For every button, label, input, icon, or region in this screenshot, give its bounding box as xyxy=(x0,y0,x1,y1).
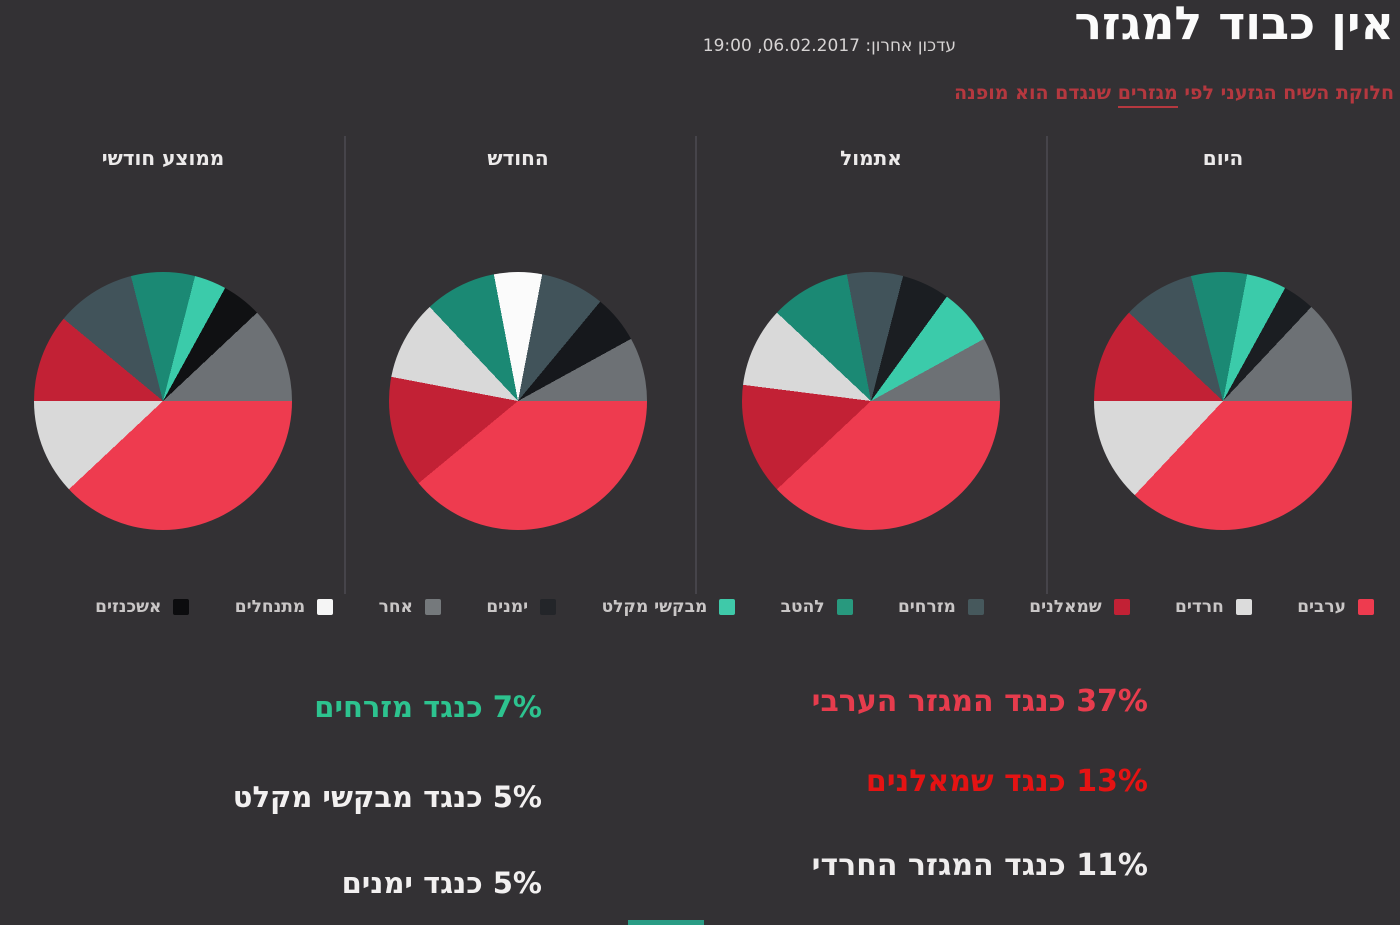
pie-chart-today xyxy=(1094,272,1352,530)
column-header-today: היום xyxy=(1202,146,1244,170)
legend-swatch xyxy=(1358,599,1374,615)
annotation-asylum-seekers: 5% כנגד מבקשי מקלט xyxy=(232,780,542,814)
pie-chart-monthly-average xyxy=(34,272,292,530)
legend-item: אשכנזים xyxy=(95,597,190,617)
legend-label: ימנים xyxy=(486,597,529,617)
annotation-mizrahim: 7% כנגד מזרחים xyxy=(314,690,542,724)
legend-swatch xyxy=(317,599,334,615)
legend-swatch xyxy=(836,599,853,615)
column-divider xyxy=(1046,136,1048,594)
column-header-this-month: החודש xyxy=(487,146,549,170)
legend-swatch xyxy=(719,599,736,615)
legend-swatch xyxy=(173,599,190,615)
legend-item: ימנים xyxy=(486,597,557,617)
column-header-monthly-average: ממוצע חודשי xyxy=(101,146,225,170)
subtitle: חלוקת השיח הגזעני לפי מגזרים שנגדם הוא מ… xyxy=(954,82,1394,108)
annotation-rightwing: 5% כנגד ימנים xyxy=(341,866,542,900)
legend-swatch xyxy=(1235,599,1252,615)
column-header-yesterday: אתמול xyxy=(840,146,902,170)
legend-label: אשכנזים xyxy=(95,597,162,617)
legend-item: חרדים xyxy=(1175,597,1252,617)
legend-swatch xyxy=(424,599,441,615)
pie-chart-this-month xyxy=(389,272,647,530)
cutoff-teal-marker xyxy=(628,920,704,925)
legend-label: להטב xyxy=(780,597,825,617)
pie-chart-yesterday xyxy=(742,272,1000,530)
legend-item: שמאלנים xyxy=(1029,597,1130,617)
legend-label: מזרחים xyxy=(897,597,956,617)
annotation-arab-sector: 37% כנגד המגזר הערבי xyxy=(811,684,1148,719)
subtitle-text-prefix: חלוקת השיח הגזעני לפי xyxy=(1177,82,1394,104)
column-divider xyxy=(695,136,697,594)
legend-label: מתנחלים xyxy=(234,597,306,617)
subtitle-sectors-link[interactable]: מגזרים xyxy=(1117,82,1178,108)
legend-item: אחר xyxy=(379,597,441,617)
column-divider xyxy=(344,136,346,594)
annotation-haredi-sector: 11% כנגד המגזר החרדי xyxy=(811,848,1148,883)
legend-swatch xyxy=(1113,599,1130,615)
legend-label: אחר xyxy=(378,597,413,617)
legend: ערבים חרדים שמאלנים מזרחים להטב מבקשי מקלט ימנ… xyxy=(95,597,1374,617)
legend-swatch xyxy=(967,599,984,615)
page-title: אין כבוד למגזר xyxy=(1074,0,1394,50)
legend-label: מבקשי מקלט xyxy=(601,597,708,617)
legend-item: מתנחלים xyxy=(234,597,334,617)
legend-item: מזרחים xyxy=(898,597,984,617)
legend-label: חרדים xyxy=(1175,597,1224,617)
legend-swatch xyxy=(540,599,557,615)
legend-label: שמאלנים xyxy=(1029,597,1102,617)
subtitle-text-suffix: שנגדם הוא מופנה xyxy=(954,82,1118,104)
last-updated-text: עדכון אחרון: 06.02.2017, 19:00 xyxy=(702,36,956,56)
annotation-leftists: 13% כנגד שמאלנים xyxy=(865,764,1148,799)
legend-label: ערבים xyxy=(1297,597,1346,617)
legend-item: ערבים xyxy=(1297,597,1374,617)
legend-item: מבקשי מקלט xyxy=(602,597,736,617)
legend-item: להטב xyxy=(781,597,853,617)
